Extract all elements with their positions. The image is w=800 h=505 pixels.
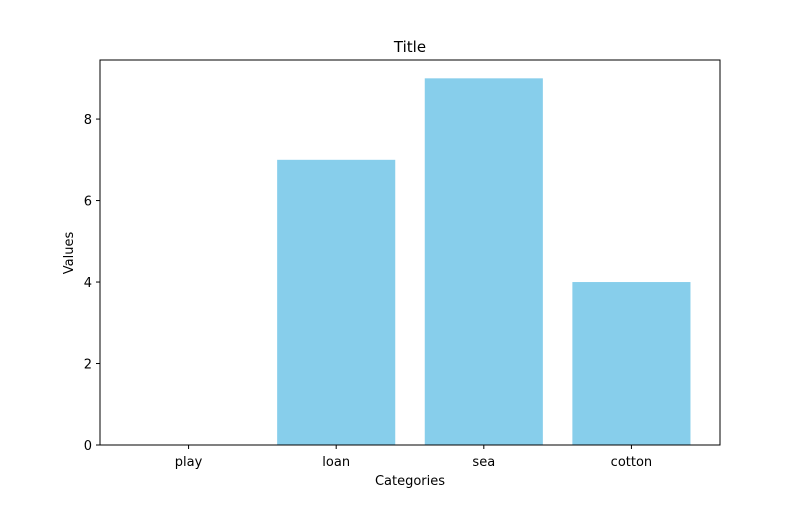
y-tick-label: 8 [84,113,92,128]
y-tick-label: 2 [84,358,92,373]
x-axis-ticks: play loan sea cotton [175,445,652,470]
bar-sea [424,78,543,445]
chart-title: Title [393,38,426,56]
y-tick-label: 0 [84,439,92,454]
x-tick-label: loan [322,455,350,470]
y-tick-label: 4 [84,276,92,291]
plot-area-frame [99,59,721,446]
x-axis-label: Categories [375,474,445,489]
x-tick-label: sea [472,455,495,470]
x-tick-label: cotton [611,455,653,470]
y-tick-label: 6 [84,195,92,210]
y-axis-ticks: 0 2 4 6 8 [84,113,100,454]
bar-cotton [572,282,691,445]
y-axis-label: Values [62,232,77,275]
x-tick-label: play [175,455,203,470]
bars [277,78,691,445]
bar-loan [277,159,396,445]
